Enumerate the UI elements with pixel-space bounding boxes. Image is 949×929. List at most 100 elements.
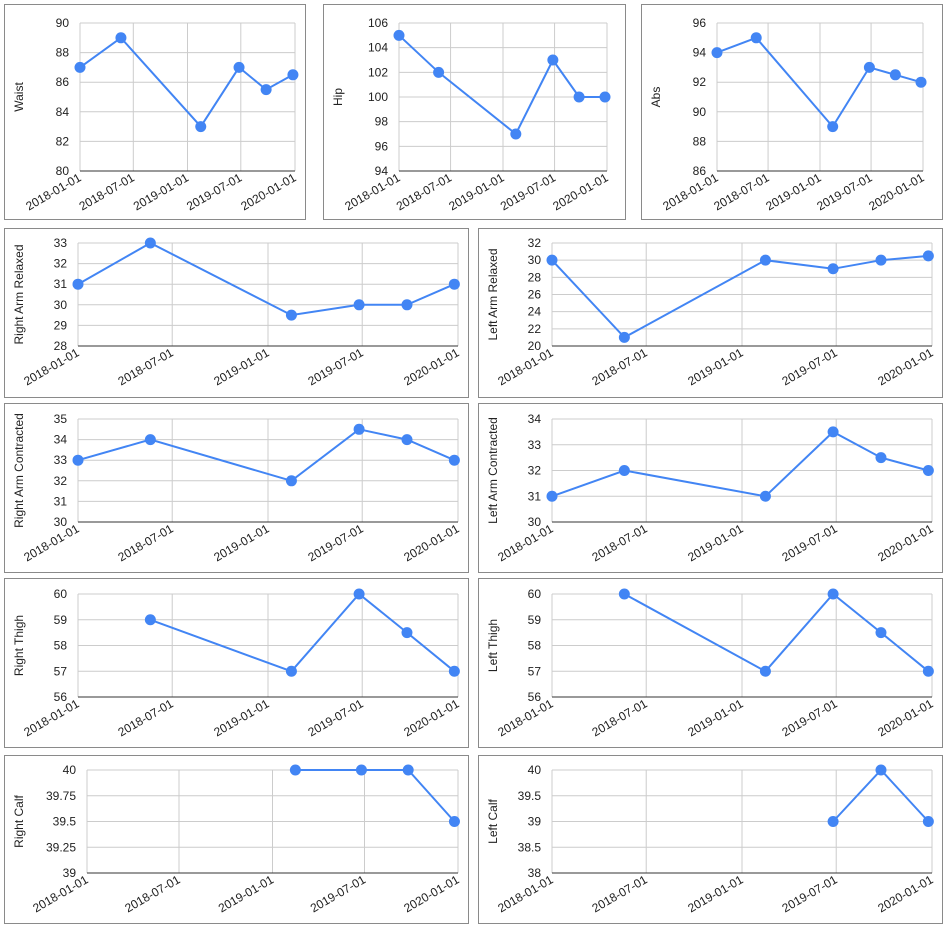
y-tick-label: 84 xyxy=(56,105,70,119)
y-tick-label: 31 xyxy=(54,277,68,291)
y-tick-label: 90 xyxy=(56,16,70,30)
y-tick-label: 38 xyxy=(528,866,542,880)
data-point xyxy=(285,309,297,321)
x-tick-label: 2019-07-01 xyxy=(306,345,366,388)
y-axis-label: Left Arm Relaxed xyxy=(486,248,500,340)
data-point xyxy=(115,32,127,44)
series-line xyxy=(551,430,929,498)
x-tick-label: 2018-07-01 xyxy=(116,345,176,388)
x-tick-label: 2018-01-01 xyxy=(495,872,555,915)
data-point xyxy=(144,237,156,249)
data-point xyxy=(875,627,887,639)
x-tick-label: 2018-01-01 xyxy=(660,170,720,213)
y-tick-label: 58 xyxy=(54,639,68,653)
y-axis-label: Left Calf xyxy=(486,798,500,843)
chart-panel-4: 28 29 30 31 32 33 2018-01-01 2018-07-01 2019-01-… xyxy=(4,228,469,398)
x-tick-label: 2019-01-01 xyxy=(211,696,271,739)
x-tick-label: 2018-07-01 xyxy=(116,521,176,564)
data-point xyxy=(922,250,934,262)
x-tick-label: 2020-01-01 xyxy=(875,345,935,388)
data-point xyxy=(546,254,558,266)
x-tick-label: 2019-07-01 xyxy=(308,872,368,915)
y-axis-label: Left Arm Contracted xyxy=(486,417,500,524)
data-point xyxy=(547,54,559,66)
data-point xyxy=(195,121,207,133)
y-tick-label: 34 xyxy=(54,433,68,447)
data-point xyxy=(448,454,460,466)
y-tick-label: 98 xyxy=(375,115,389,129)
data-point xyxy=(750,32,762,44)
data-point xyxy=(875,452,887,464)
y-tick-label: 56 xyxy=(54,690,68,704)
x-tick-label: 2020-01-01 xyxy=(875,872,935,915)
x-tick-label: 2019-07-01 xyxy=(306,696,366,739)
data-point xyxy=(863,61,875,73)
y-tick-label: 29 xyxy=(54,318,68,332)
data-point xyxy=(711,47,723,59)
x-tick-label: 2020-01-01 xyxy=(875,696,935,739)
data-point xyxy=(289,764,301,776)
x-tick-label: 2020-01-01 xyxy=(401,696,461,739)
y-tick-label: 24 xyxy=(528,305,542,319)
data-point xyxy=(827,263,839,275)
x-tick-label: 2020-01-01 xyxy=(550,170,610,213)
data-point xyxy=(573,91,585,103)
x-tick-label: 2020-01-01 xyxy=(238,170,298,213)
data-point xyxy=(448,278,460,290)
x-tick-label: 2019-01-01 xyxy=(685,696,745,739)
y-axis-label: Hip xyxy=(331,88,345,106)
data-point xyxy=(922,665,934,677)
data-point xyxy=(401,627,413,639)
data-point xyxy=(353,588,365,600)
y-axis-label: Right Calf xyxy=(12,794,26,847)
data-point xyxy=(915,76,927,88)
x-tick-label: 2019-01-01 xyxy=(216,872,276,915)
x-tick-label: 2018-07-01 xyxy=(590,696,650,739)
x-tick-label: 2019-01-01 xyxy=(211,521,271,564)
y-tick-label: 39.5 xyxy=(518,789,542,803)
data-point xyxy=(448,665,460,677)
data-point xyxy=(401,434,413,446)
series-line xyxy=(551,254,929,339)
data-point xyxy=(355,764,367,776)
x-tick-label: 2020-01-01 xyxy=(866,170,926,213)
y-axis-label: Right Arm Relaxed xyxy=(12,244,26,344)
y-tick-label: 38.5 xyxy=(518,840,542,854)
data-point xyxy=(922,465,934,476)
y-tick-label: 30 xyxy=(54,298,68,312)
data-point xyxy=(546,490,558,502)
chart-panel-11: 38 38.5 39 39.5 40 2018-01-01 2018-07-01 2019-0… xyxy=(478,755,943,924)
x-tick-label: 2018-01-01 xyxy=(30,872,90,915)
data-point xyxy=(74,61,86,73)
data-point xyxy=(233,61,245,73)
data-point xyxy=(827,426,839,438)
chart-svg: 38 38.5 39 39.5 40 2018-01-01 2018-07-01 2019-0… xyxy=(486,763,936,915)
data-point xyxy=(759,490,771,502)
data-point xyxy=(827,816,839,827)
y-tick-label: 39.25 xyxy=(46,840,76,854)
y-tick-label: 104 xyxy=(368,41,388,55)
data-point xyxy=(287,69,299,81)
y-tick-label: 80 xyxy=(56,164,70,178)
y-tick-label: 94 xyxy=(693,46,707,60)
x-tick-label: 2019-01-01 xyxy=(685,521,745,564)
data-point xyxy=(393,29,405,41)
data-point xyxy=(72,278,84,290)
chart-panel-2: 94 96 98 100 102 104 106 2018-01-01 2018-07-01 20… xyxy=(323,4,626,220)
y-tick-label: 82 xyxy=(56,134,70,148)
x-tick-label: 2019-07-01 xyxy=(498,170,558,213)
y-tick-label: 58 xyxy=(528,639,542,653)
x-tick-label: 2019-07-01 xyxy=(780,872,840,915)
y-tick-label: 28 xyxy=(528,270,542,284)
x-tick-label: 2018-01-01 xyxy=(495,521,555,564)
y-axis-label: Right Thigh xyxy=(12,615,26,676)
y-tick-label: 20 xyxy=(528,339,542,353)
data-point xyxy=(510,128,522,140)
series-line xyxy=(398,34,605,136)
chart-svg: 30 31 32 33 34 35 2018-01-01 2018-07-01 2019-01-… xyxy=(12,412,462,564)
x-tick-label: 2018-01-01 xyxy=(342,170,402,213)
y-tick-label: 39 xyxy=(528,815,542,829)
series-line xyxy=(77,428,455,482)
y-axis-label: Left Thigh xyxy=(486,619,500,672)
x-tick-label: 2018-01-01 xyxy=(495,696,555,739)
